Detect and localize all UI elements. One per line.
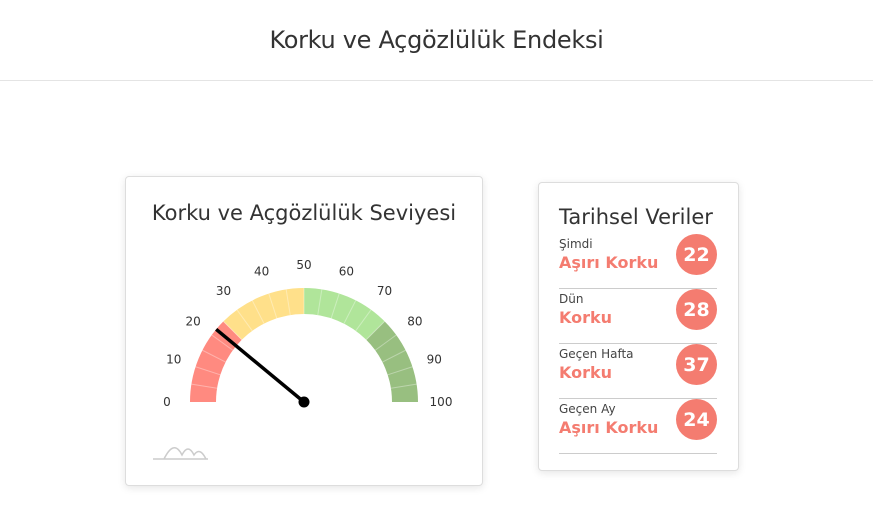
- gauge-grid-line: [355, 309, 372, 332]
- history-period: Dün: [559, 292, 584, 306]
- fear-greed-gauge: 0 10 20 30 40 50 60 70 80 90 100: [153, 258, 453, 460]
- gauge-grid-line: [251, 300, 265, 324]
- history-status: Korku: [559, 363, 613, 382]
- history-card: Tarihsel Veriler Şimdi Aşırı Korku 22 Dün…: [538, 182, 739, 471]
- gauge-band: [304, 288, 385, 340]
- gauge-tick-label: 80: [407, 314, 422, 328]
- gauge-grid-line: [330, 293, 340, 319]
- gauge-grid-line: [365, 321, 385, 341]
- gauge-grid-line: [202, 349, 226, 363]
- history-period: Geçen Ay: [559, 402, 616, 416]
- history-period: Şimdi: [559, 237, 593, 251]
- gauge-tick-label: 10: [166, 353, 181, 367]
- history-item: Şimdi Aşırı Korku 22: [559, 234, 717, 289]
- history-status: Korku: [559, 308, 613, 327]
- gauge-tick-label: 90: [427, 353, 442, 367]
- history-value-badge: 28: [676, 289, 717, 330]
- gauge-tick-label: 100: [430, 395, 453, 409]
- gauge-tick-label: 70: [377, 284, 392, 298]
- page-title: Korku ve Açgözlülük Endeksi: [269, 26, 604, 54]
- gauge-tick-label: 0: [163, 395, 171, 409]
- gauge-tick-label: 60: [339, 265, 354, 279]
- gauge-grid-line: [343, 300, 357, 324]
- chart-logo-icon: [153, 447, 208, 460]
- history-value-badge: 24: [676, 399, 717, 440]
- gauge-title: Korku ve Açgözlülük Seviyesi: [151, 201, 457, 225]
- gauge-grid-line: [236, 309, 253, 332]
- history-item: Geçen Ay Aşırı Korku 24: [559, 399, 717, 454]
- history-item: Geçen Hafta Korku 37: [559, 344, 717, 399]
- gauge-grid-line: [211, 334, 234, 351]
- gauge-grid-line: [390, 383, 417, 389]
- history-title: Tarihsel Veriler: [559, 205, 713, 229]
- page-header: Korku ve Açgözlülük Endeksi: [0, 0, 873, 81]
- gauge-tick-label: 50: [296, 258, 311, 272]
- gauge-tick-label: 30: [216, 284, 231, 298]
- gauge-grid-line: [382, 349, 406, 363]
- gauge-tick-label: 40: [254, 265, 269, 279]
- history-status: Aşırı Korku: [559, 253, 659, 272]
- gauge-band: [190, 321, 242, 402]
- gauge-grid-line: [317, 289, 323, 316]
- history-status: Aşırı Korku: [559, 418, 659, 437]
- gauge-needle-hub: [298, 396, 310, 408]
- gauge-band: [223, 288, 304, 340]
- history-item: Dün Korku 28: [559, 289, 717, 344]
- gauge-grid-line: [223, 321, 243, 341]
- history-value-badge: 22: [676, 234, 717, 275]
- gauge-grid-line: [195, 366, 221, 376]
- gauge-tick-label: 20: [186, 314, 201, 328]
- gauge-band: [366, 321, 418, 402]
- gauge-grid-line: [268, 293, 278, 319]
- gauge-card: Korku ve Açgözlülük Seviyesi 0 10 20 30 40 50…: [125, 176, 483, 486]
- gauge-grid-line: [285, 289, 291, 316]
- history-value-badge: 37: [676, 344, 717, 385]
- gauge-grid-line: [387, 366, 413, 376]
- gauge-grid-line: [374, 334, 397, 351]
- gauge-needle: [215, 327, 306, 404]
- gauge-grid-line: [191, 383, 218, 389]
- history-period: Geçen Hafta: [559, 347, 634, 361]
